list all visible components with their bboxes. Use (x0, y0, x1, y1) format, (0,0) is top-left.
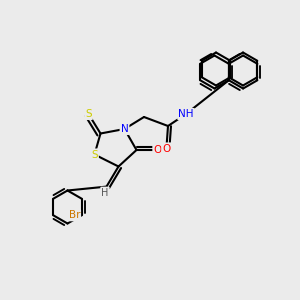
Text: H: H (101, 188, 109, 198)
Text: NH: NH (178, 109, 194, 119)
Text: O: O (162, 143, 171, 154)
Text: Br: Br (68, 210, 80, 220)
Text: N: N (121, 124, 128, 134)
Text: S: S (85, 109, 92, 119)
Text: O: O (153, 145, 162, 155)
Text: S: S (91, 149, 98, 160)
